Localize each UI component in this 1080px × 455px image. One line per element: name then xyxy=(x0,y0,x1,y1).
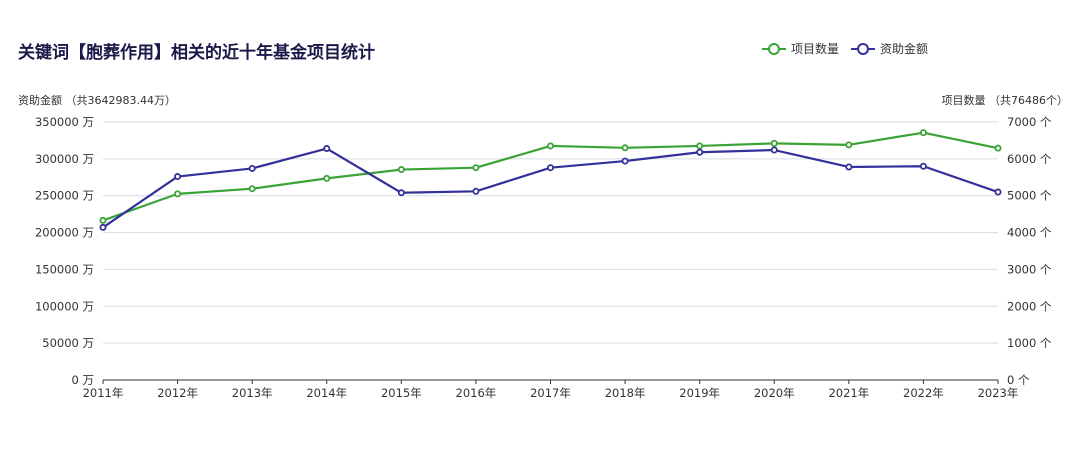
count-data-point xyxy=(174,190,182,198)
amount-data-point xyxy=(696,148,704,156)
right-tick-label: 2000 个 xyxy=(1007,299,1052,313)
count-data-point xyxy=(323,174,331,182)
left-tick-label: 300000 万 xyxy=(35,152,94,166)
x-tick-label: 2019年 xyxy=(679,386,720,400)
right-tick-label: 0 个 xyxy=(1007,373,1030,387)
amount-data-point xyxy=(99,223,107,231)
count-data-point xyxy=(696,142,704,150)
amount-data-point xyxy=(397,189,405,197)
x-tick-label: 2020年 xyxy=(754,386,795,400)
left-tick-label: 50000 万 xyxy=(42,336,94,350)
count-data-point xyxy=(845,141,853,149)
amount-data-point xyxy=(621,157,629,165)
amount-data-point xyxy=(994,188,1002,196)
count-data-point xyxy=(397,166,405,174)
amount-data-point xyxy=(248,164,256,172)
count-data-point xyxy=(770,139,778,147)
x-tick-label: 2015年 xyxy=(381,386,422,400)
legend-amount-marker xyxy=(851,42,876,55)
count-data-point xyxy=(248,185,256,193)
x-tick-label: 2014年 xyxy=(306,386,347,400)
right-tick-label: 7000 个 xyxy=(1007,115,1052,129)
right-tick-label: 4000 个 xyxy=(1007,226,1052,240)
legend: 项目数量 资助金额 xyxy=(762,40,940,57)
x-tick-label: 2012年 xyxy=(157,386,198,400)
right-tick-label: 3000 个 xyxy=(1007,262,1052,276)
count-data-point xyxy=(621,144,629,152)
amount-data-point xyxy=(472,187,480,195)
right-axis-title: 项目数量 （共76486个） xyxy=(941,94,1069,107)
x-tick-label: 2017年 xyxy=(530,386,571,400)
left-tick-label: 250000 万 xyxy=(35,189,94,203)
left-tick-label: 350000 万 xyxy=(35,115,94,129)
amount-data-point xyxy=(770,146,778,154)
count-data-point xyxy=(994,144,1002,152)
x-tick-label: 2021年 xyxy=(828,386,869,400)
count-data-point xyxy=(99,216,107,224)
x-tick-label: 2011年 xyxy=(83,386,124,400)
legend-count-label: 项目数量 xyxy=(791,42,840,56)
x-tick-label: 2016年 xyxy=(456,386,497,400)
legend-item-count[interactable]: 项目数量 xyxy=(762,40,839,57)
left-axis-title: 资助金额 （共3642983.44万） xyxy=(18,94,176,107)
x-tick-label: 2018年 xyxy=(605,386,646,400)
legend-count-marker xyxy=(762,42,786,55)
x-tick-label: 2013年 xyxy=(232,386,273,400)
chart-title: 关键词【胞葬作用】相关的近十年基金项目统计 xyxy=(18,43,375,63)
left-tick-label: 200000 万 xyxy=(35,226,94,240)
right-tick-label: 6000 个 xyxy=(1007,152,1052,166)
left-tick-label: 0 万 xyxy=(72,373,94,387)
right-tick-label: 1000 个 xyxy=(1007,336,1052,350)
amount-data-point xyxy=(547,164,555,172)
amount-series-line xyxy=(102,147,999,229)
left-tick-label: 150000 万 xyxy=(35,262,94,276)
right-tick-label: 5000 个 xyxy=(1007,189,1052,203)
amount-data-point xyxy=(919,162,927,170)
legend-amount-label: 资助金额 xyxy=(880,42,929,56)
amount-data-point xyxy=(323,145,331,153)
x-tick-label: 2023年 xyxy=(978,386,1019,400)
count-data-point xyxy=(919,129,927,137)
x-tick-label: 2022年 xyxy=(903,386,944,400)
count-data-point xyxy=(547,142,555,150)
amount-data-point xyxy=(845,163,853,171)
left-tick-label: 100000 万 xyxy=(35,299,94,313)
legend-item-amount[interactable]: 资助金额 xyxy=(851,40,928,57)
count-data-point xyxy=(472,164,480,172)
amount-data-point xyxy=(174,173,182,181)
